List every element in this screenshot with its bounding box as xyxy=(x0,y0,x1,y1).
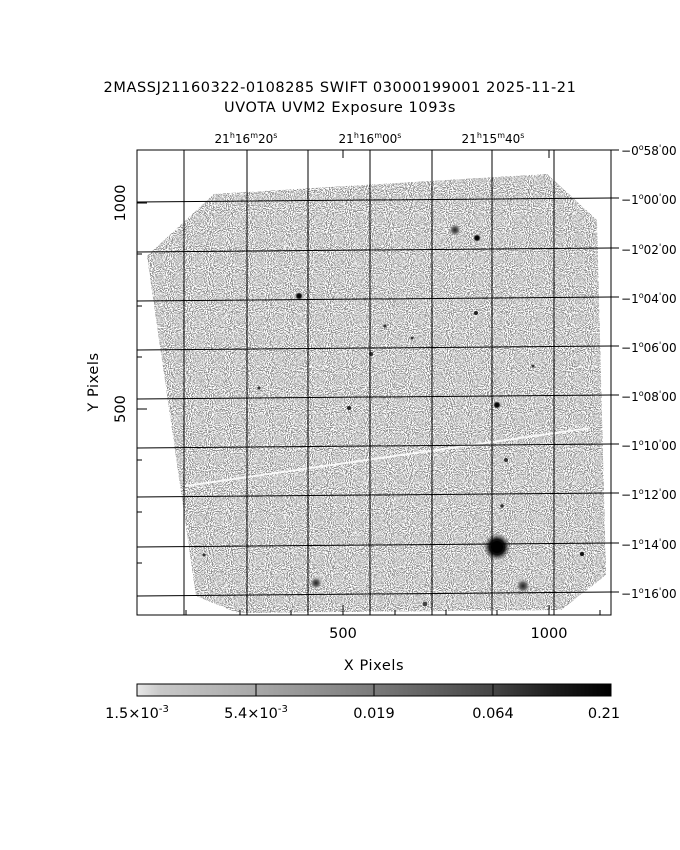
dec-tick-label: −1o02'00 xyxy=(621,242,677,257)
y-axis-label: Y Pixels xyxy=(86,352,102,412)
dec-tick-label: −1o10'00 xyxy=(621,438,677,453)
dec-tick-label: −1o06'00 xyxy=(621,340,677,355)
exposure-map xyxy=(147,174,606,613)
colorbar-label: 0.019 xyxy=(353,706,395,722)
dec-tick-label: −1o00'00 xyxy=(621,192,677,207)
x-tick-label: 500 xyxy=(329,626,357,642)
dec-tick-label: −1o14'00 xyxy=(621,537,677,552)
dec-tick-label: −1o08'00 xyxy=(621,389,677,404)
image-title: 2MASSJ21160322-0108285 SWIFT 03000199001… xyxy=(103,80,577,96)
y-tick-label: 500 xyxy=(113,395,129,423)
ra-tick-label: 21h15m40s xyxy=(462,131,525,146)
dec-ticks xyxy=(611,149,619,593)
dec-tick-labels: −0o58'00 −1o00'00 −1o02'00 −1o04'00 −1o0… xyxy=(621,143,677,601)
pixel-ticks xyxy=(137,150,601,616)
plot-frame xyxy=(136,149,612,616)
colorbar-label: 0.21 xyxy=(588,706,620,722)
coordinate-grid xyxy=(137,150,611,615)
dec-tick-label: −1o12'00 xyxy=(621,487,677,502)
ra-tick-label: 21h16m20s xyxy=(215,131,278,146)
dec-tick-label: −1o16'00 xyxy=(621,586,677,601)
colorbar-label: 1.5×10-3 xyxy=(105,704,169,722)
satellite-streak xyxy=(184,427,591,487)
y-tick-label: 1000 xyxy=(113,185,129,222)
x-tick-label: 1000 xyxy=(531,626,568,642)
dec-tick-label: −0o58'00 xyxy=(621,143,677,158)
x-axis-label: X Pixels xyxy=(344,658,404,674)
dec-tick-label: −1o04'00 xyxy=(621,291,677,306)
ra-tick-label: 21h16m00s xyxy=(339,131,402,146)
exposure-subtitle: UVOTA UVM2 Exposure 1093s xyxy=(223,100,457,116)
colorbar: 1.5×10-3 5.4×10-3 0.019 0.064 0.21 xyxy=(105,683,620,722)
colorbar-label: 0.064 xyxy=(472,706,514,722)
colorbar-label: 5.4×10-3 xyxy=(224,704,288,722)
